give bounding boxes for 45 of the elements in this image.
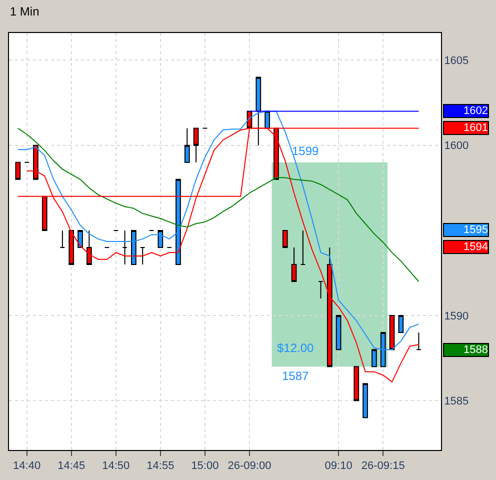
x-tick-label: 14:40 [13, 460, 41, 472]
text: 1601 [464, 122, 488, 134]
x-tick-label: 09:10 [324, 460, 352, 472]
text: 1595 [464, 224, 488, 236]
candlestick [282, 230, 288, 248]
y-tick-label: 1585 [444, 395, 469, 408]
y-tick-label: 1605 [444, 55, 469, 68]
candlestick [362, 383, 368, 418]
x-tick-label: 14:50 [102, 460, 130, 472]
x-tick-label: 26-09:15 [361, 460, 405, 472]
candlestick [33, 144, 38, 180]
candlestick [78, 230, 83, 248]
candlestick [60, 230, 66, 248]
x-tick-label: 26-09:00 [228, 460, 272, 472]
candlestick [326, 246, 332, 368]
candlestick [291, 246, 297, 282]
candlestick [398, 315, 404, 334]
candlestick [193, 128, 199, 163]
annotation: 1599 [292, 144, 320, 158]
x-tick-label: 14:45 [58, 460, 86, 472]
candlestick [131, 230, 136, 265]
candlestick [354, 366, 360, 402]
candlestick [318, 281, 324, 300]
x-tick-label: 14:55 [146, 460, 174, 472]
candlestick [176, 178, 181, 265]
candlestick [184, 128, 190, 163]
annotation: $12.00 [277, 341, 314, 355]
candlestick [68, 230, 74, 265]
candlestick [122, 230, 128, 265]
candlestick [15, 162, 21, 180]
x-tick-label: 15:00 [191, 460, 219, 472]
candlestick [158, 230, 164, 248]
annotation: 1587 [282, 369, 310, 383]
candlestick [86, 230, 92, 265]
text: 1594 [464, 241, 488, 253]
line-series [17, 128, 420, 282]
candlestick [300, 230, 306, 265]
y-tick-label: 1600 [444, 140, 469, 152]
text: 1588 [464, 344, 488, 356]
candlestick [140, 246, 146, 265]
candlestick [336, 315, 342, 350]
candlestick [416, 332, 422, 350]
chart-title: 1 Min [10, 4, 40, 19]
text: 1602 [464, 105, 488, 117]
y-tick-label: 1590 [444, 310, 469, 322]
